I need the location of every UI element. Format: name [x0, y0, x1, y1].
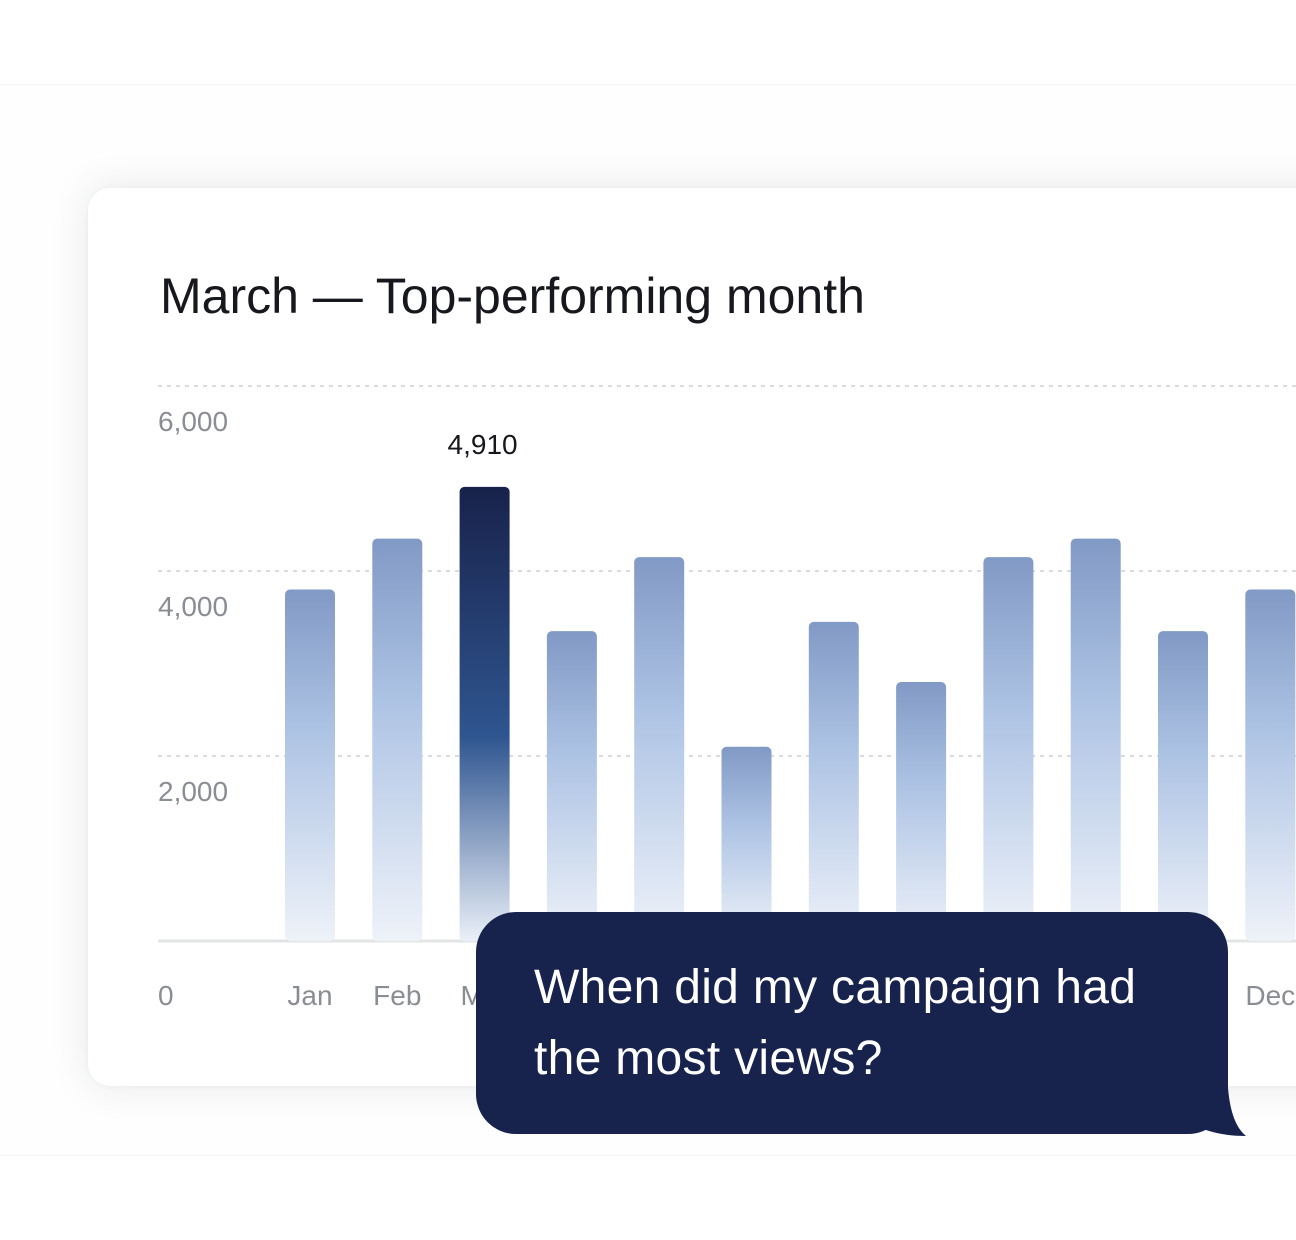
bar	[1245, 589, 1296, 941]
bar	[896, 682, 947, 941]
chat-bubble-text: When did my campaign had the most views?	[534, 961, 1137, 1085]
bar	[372, 538, 423, 941]
y-tick-label: 4,000	[158, 591, 228, 622]
bars	[285, 486, 1296, 941]
bar	[546, 631, 597, 941]
data-labels: 4,910	[448, 429, 518, 460]
chart-title: March — Top-performing month	[160, 268, 865, 324]
data-label: 4,910	[448, 429, 518, 460]
y-tick-label: 0	[158, 980, 174, 1011]
y-tick-label: 2,000	[158, 776, 228, 807]
bar	[721, 746, 772, 941]
y-axis-ticks: 0 2,000 4,000 6,000	[158, 406, 228, 1011]
bar	[1070, 538, 1121, 941]
bar	[285, 589, 335, 941]
bar	[983, 557, 1034, 941]
y-tick-label: 6,000	[158, 406, 228, 437]
x-tick-label: Feb	[373, 980, 421, 1011]
x-tick-label: Dec	[1245, 980, 1295, 1011]
bar-highlighted	[459, 486, 510, 941]
chat-bubble: When did my campaign had the most views?	[476, 912, 1228, 1134]
bar	[634, 557, 685, 941]
bar	[808, 621, 859, 941]
bar	[1158, 631, 1208, 941]
x-tick-label: Jan	[287, 980, 332, 1011]
